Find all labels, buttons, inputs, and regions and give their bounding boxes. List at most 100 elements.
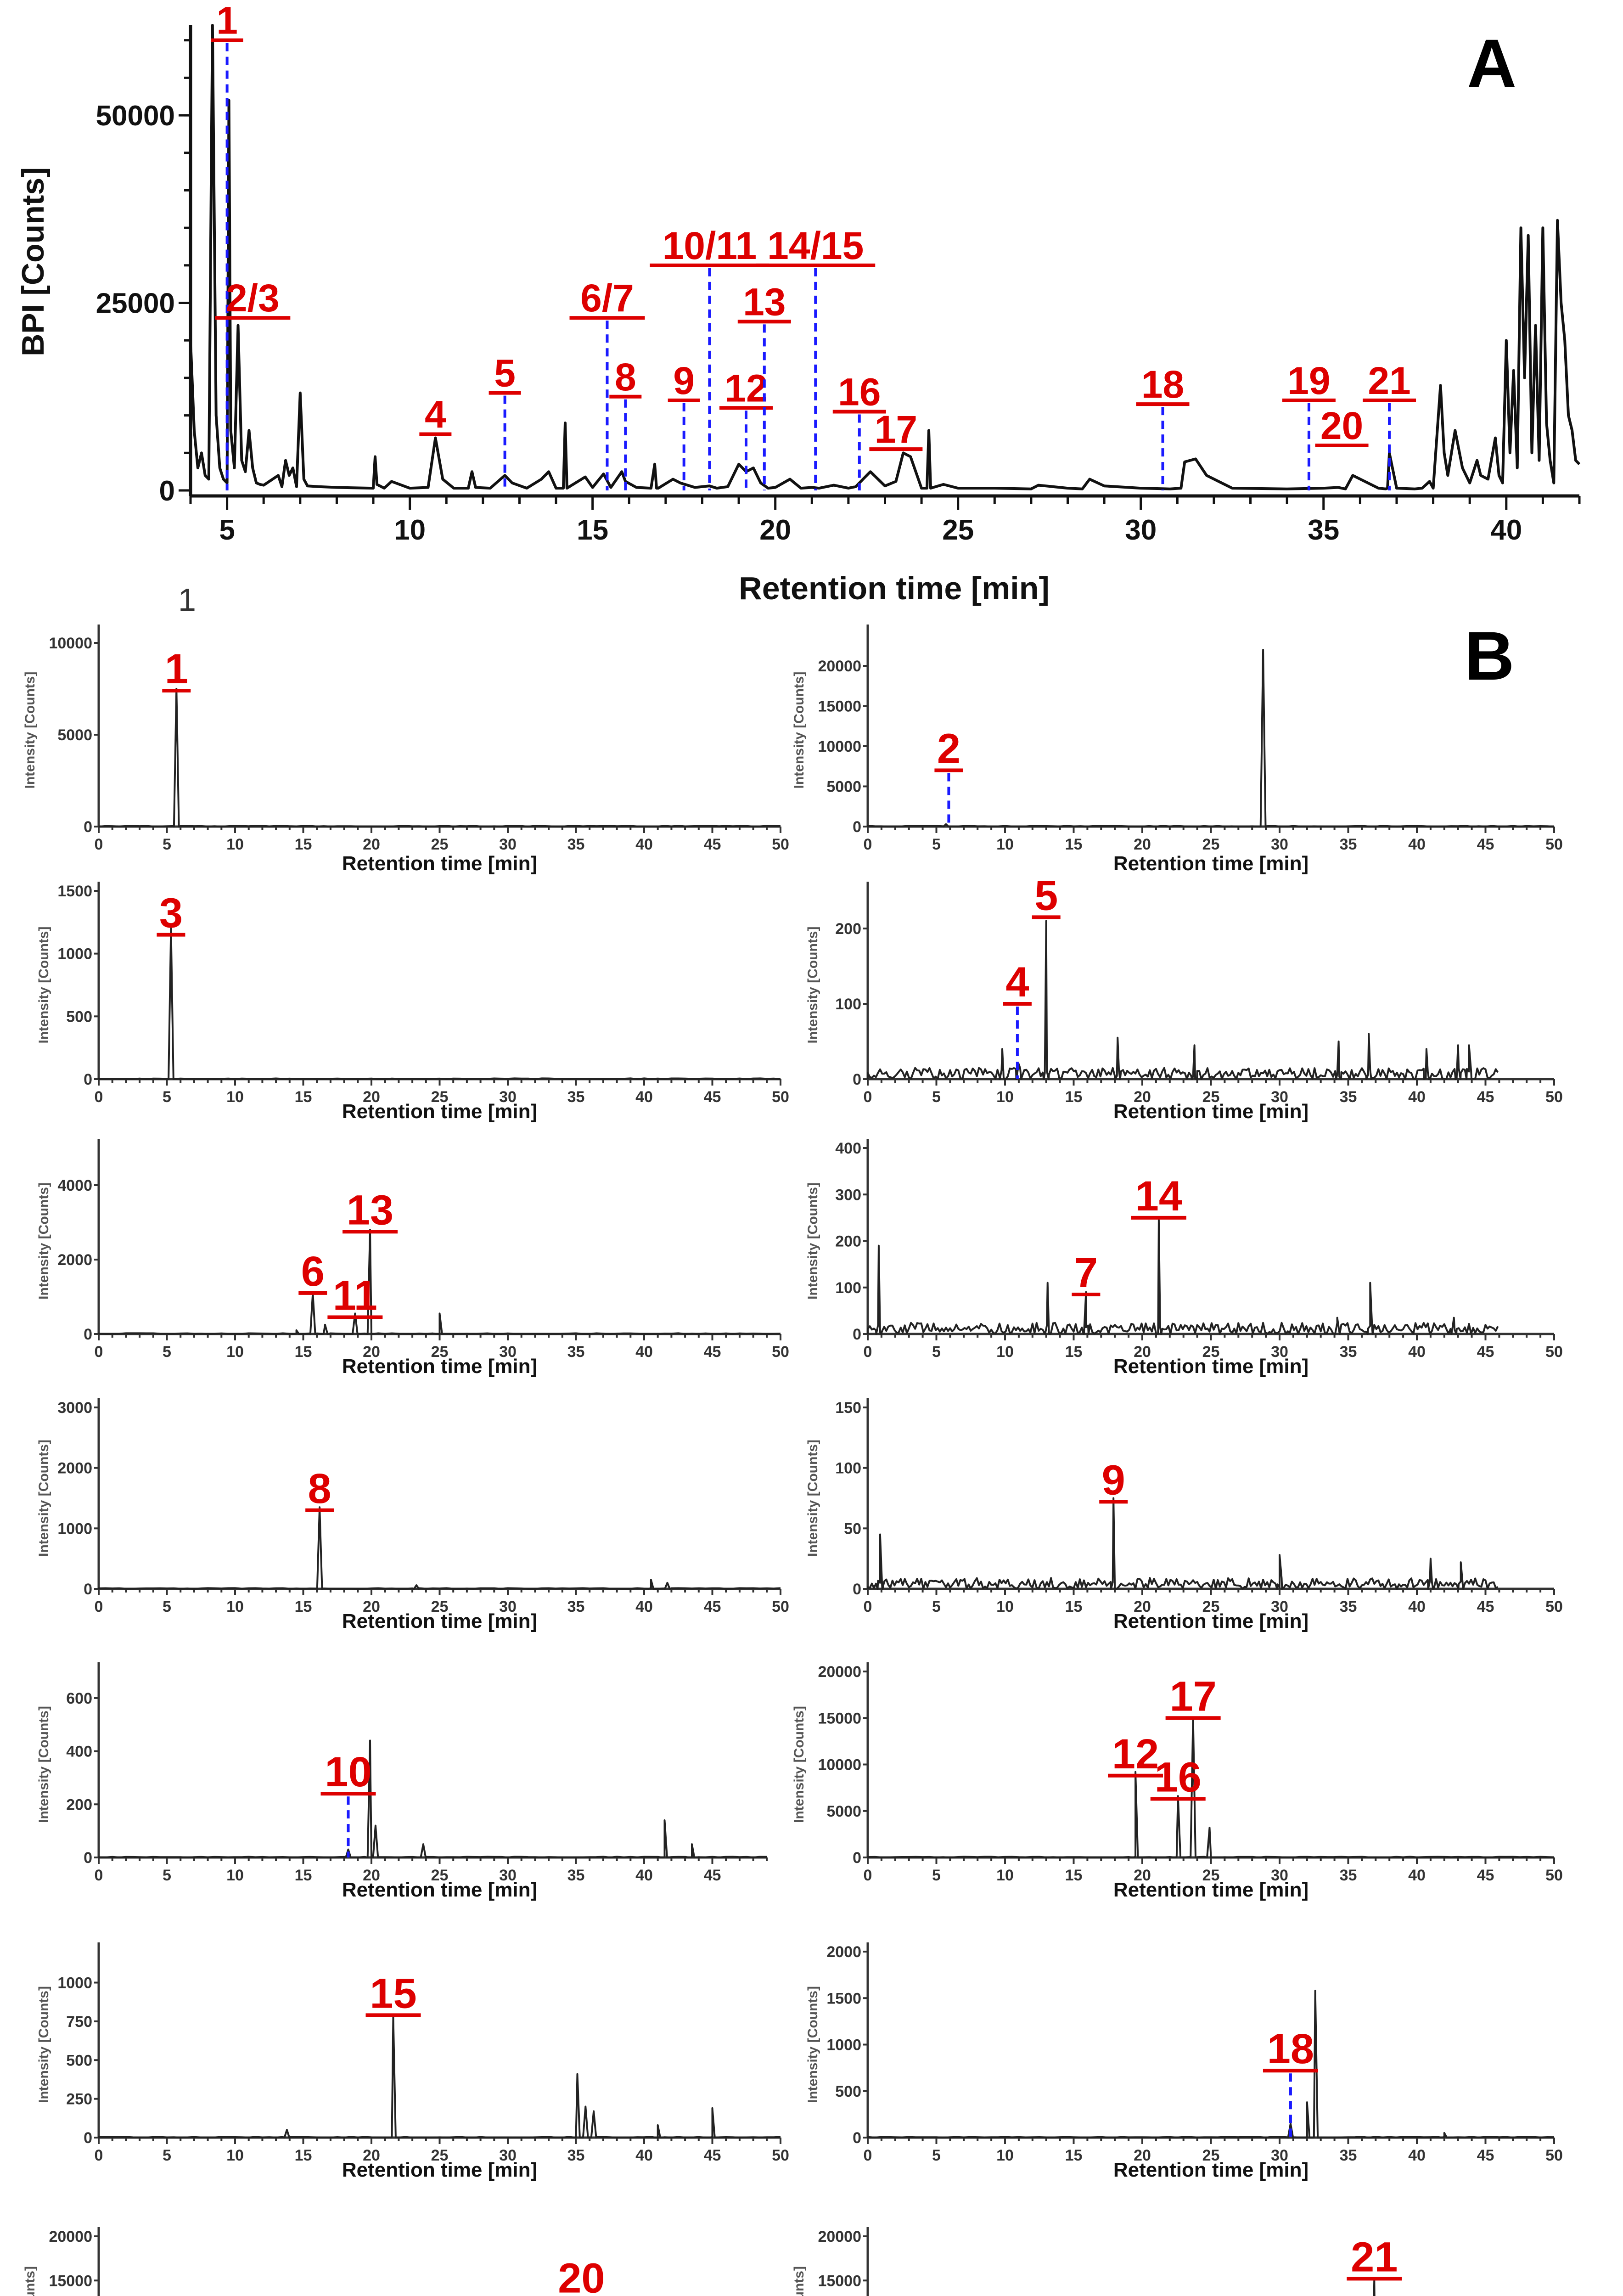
x-tick-label: 20 (363, 1343, 380, 1361)
x-tick-label: 20 (1134, 1598, 1151, 1615)
x-tick-label: 35 (1308, 514, 1339, 546)
y-tick-label: 2000 (57, 1251, 92, 1269)
y-tick-label: 200 (66, 1796, 92, 1813)
peak-label: 21 (1368, 359, 1410, 402)
chromatogram-b6: 0 5 10 15 20 25 30 35 40 45 50 0 100 200 300 400 Intensi… (805, 1139, 1563, 1378)
y-tick-label: 0 (853, 818, 861, 836)
x-tick-label: 30 (499, 1598, 517, 1615)
y-tick-label: 1000 (826, 2037, 861, 2054)
y-tick-label: 15000 (49, 2272, 92, 2290)
x-axis-title: Retention time [min] (342, 1879, 537, 1901)
y-tick-label: 200 (835, 920, 861, 938)
y-axis-title: Intensity [Counts] (22, 672, 38, 789)
y-tick-label: 200 (835, 1233, 861, 1250)
x-tick-label: 45 (704, 1088, 721, 1106)
x-tick-label: 20 (1134, 2147, 1151, 2164)
x-tick-label: 20 (363, 1088, 380, 1106)
peak-label: 12 (724, 366, 767, 410)
x-tick-label: 40 (1408, 1598, 1426, 1615)
x-tick-label: 25 (1202, 1867, 1220, 1884)
y-axis-title: BPI [Counts] (16, 167, 51, 356)
x-tick-label: 5 (163, 1088, 171, 1106)
chromatogram-b13: 05101520253035404505000100001500020000In… (22, 2227, 605, 2296)
y-tick-label: 0 (853, 1071, 861, 1088)
x-tick-label: 35 (567, 1867, 585, 1884)
y-tick-label: 0 (84, 1071, 92, 1088)
intensity-trace (98, 1739, 767, 1858)
x-tick-label: 20 (1134, 1088, 1151, 1106)
peak-label: 18 (1267, 2026, 1314, 2072)
x-axis-title: Retention time [min] (1113, 1355, 1309, 1378)
peak-label: 17 (875, 408, 917, 451)
x-tick-label: 20 (363, 1867, 380, 1884)
peak-label: 7 (1074, 1249, 1098, 1296)
x-tick-label: 10 (996, 1867, 1014, 1884)
y-axis-title: Intensity [Counts] (36, 1182, 51, 1300)
x-tick-label: 50 (772, 1343, 789, 1361)
x-tick-label: 25 (1202, 1343, 1220, 1361)
y-axis-title: Intensity [Counts] (805, 1986, 820, 2103)
peak-label: 1 (165, 646, 188, 692)
x-tick-label: 50 (1545, 1088, 1563, 1106)
y-tick-label: 100 (835, 1279, 861, 1297)
chromatogram-b7: 0 5 10 15 20 25 30 35 40 45 50 0 1000 2000 3000 Intensi… (36, 1398, 789, 1632)
x-tick-label: 40 (635, 836, 653, 853)
peak-label: 16 (1155, 1754, 1202, 1801)
peak-label: 2/3 (226, 276, 280, 320)
intensity-trace (98, 688, 781, 827)
chromatogram-b5: 0 5 10 15 20 25 30 35 40 45 50 0 2000 4000 Intensity [… (36, 1139, 789, 1378)
y-axis-title: Intensity [Counts] (805, 1440, 820, 1557)
y-tick-label: 100 (835, 996, 861, 1013)
stray-mark: 1 (178, 582, 196, 618)
peak-label: 18 (1141, 363, 1184, 406)
y-tick-label: 20000 (818, 1663, 861, 1681)
x-axis-title: Retention time [min] (342, 2159, 537, 2181)
y-tick-label: 300 (835, 1186, 861, 1204)
x-axis-title: Retention time [min] (342, 1355, 537, 1378)
chromatogram-b3: 0 5 10 15 20 25 30 35 40 45 50050010001500Intensit… (36, 882, 789, 1123)
x-tick-label: 40 (1408, 836, 1426, 853)
peak-label: 1 (216, 0, 238, 42)
y-tick-label: 5000 (826, 1803, 861, 1820)
x-tick-label: 50 (1545, 836, 1563, 853)
y-tick-label: 25000 (96, 288, 175, 320)
peak-label: 4 (425, 393, 446, 436)
chromatogram-b14: 0510152025303540455005000100001500020000… (792, 2227, 1402, 2296)
y-tick-label: 1000 (57, 945, 92, 963)
x-axis-title: Retention time [min] (342, 1100, 537, 1123)
x-tick-label: 45 (1477, 1343, 1494, 1361)
y-tick-label: 50000 (96, 100, 175, 132)
x-axis-title: Retention time [min] (1113, 852, 1309, 875)
x-axis-title: Retention time [min] (1113, 1100, 1309, 1123)
intensity-trace (867, 1717, 1555, 1858)
bpi-trace (189, 24, 1581, 490)
x-tick-label: 15 (1065, 1088, 1083, 1106)
chromatogram-b10: 0 5 10 15 20 25 30 35 40 45 50 0 5000 10000 15000 20000… (792, 1662, 1563, 1901)
y-axis-title: Intensity [Counts] (805, 927, 820, 1044)
x-tick-label: 5 (163, 1598, 171, 1615)
x-tick-label: 50 (1545, 1343, 1563, 1361)
x-tick-label: 15 (1065, 1343, 1083, 1361)
x-tick-label: 10 (226, 836, 244, 853)
x-tick-label: 25 (431, 1867, 449, 1884)
x-tick-label: 5 (932, 2147, 941, 2164)
peak-label: 2 (937, 726, 960, 772)
x-tick-label: 10 (394, 514, 426, 546)
x-tick-label: 5 (163, 2147, 171, 2164)
x-tick-label: 10 (996, 1343, 1014, 1361)
x-tick-label: 10 (226, 1088, 244, 1106)
x-axis-title: Retention time [min] (1113, 2159, 1309, 2181)
x-tick-label: 20 (1134, 836, 1151, 853)
x-tick-label: 0 (95, 1088, 103, 1106)
peak-label: 12 (1112, 1731, 1159, 1778)
chromatogram-b12: 0 5 10 15 20 25 30 35 40 45 500500100015002000Inte… (805, 1942, 1563, 2181)
x-tick-label: 30 (1271, 1598, 1288, 1615)
peak-label: 6 (301, 1248, 325, 1295)
x-tick-label: 0 (95, 1867, 103, 1884)
peak-label: 8 (308, 1465, 331, 1512)
y-axis-title: Intensity [Counts] (22, 2266, 38, 2296)
intensity-trace (867, 920, 1499, 1080)
x-tick-label: 40 (635, 2147, 653, 2164)
peak-label: 5 (494, 352, 516, 395)
